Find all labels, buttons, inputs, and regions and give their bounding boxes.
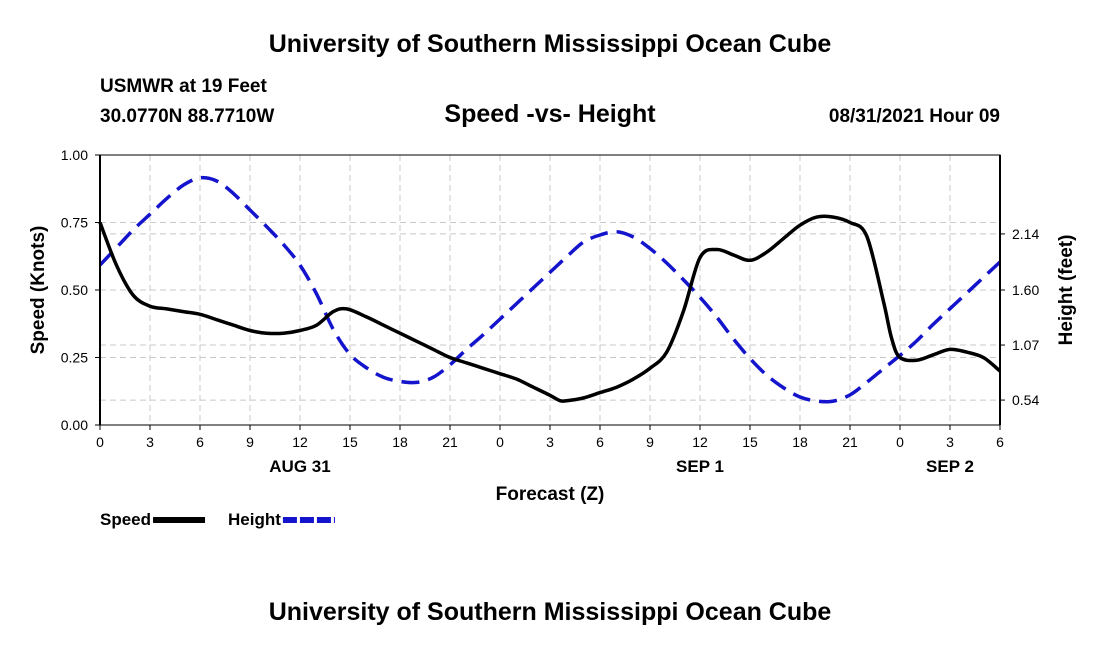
x-axis-title: Forecast (Z)	[496, 484, 605, 505]
legend-label-height: Height	[228, 510, 281, 529]
height-series-line	[98, 175, 1002, 404]
x-tick-label: 0	[96, 434, 104, 450]
page-title: University of Southern Mississippi Ocean…	[268, 30, 832, 58]
x-tick-label: 3	[946, 434, 954, 450]
x-tick-label: 9	[646, 434, 654, 450]
x-tick-label: 0	[896, 434, 904, 450]
chart-datetime: 08/31/2021 Hour 09	[828, 106, 1000, 127]
x-tick-label: 6	[596, 434, 604, 450]
chart-ticks: 0 3 6 9 12 15 18 21 0 3 6 9 12 15 18 21 0 3 6 AUG 31 SEP 1 SE…	[61, 147, 1040, 476]
y-tick-label: 1.00	[61, 147, 88, 163]
footer-title: University of Southern Mississippi Ocean…	[268, 598, 832, 626]
y2-tick-label: 0.54	[1012, 392, 1039, 408]
x-tick-label: 12	[292, 434, 308, 450]
chart-grid	[100, 155, 1000, 425]
x-tick-label: 6	[996, 434, 1004, 450]
x-tick-label: 9	[246, 434, 254, 450]
x-date-label: AUG 31	[269, 457, 330, 476]
chart-series	[98, 175, 1002, 404]
y2-axis-title: Height (feet)	[1056, 235, 1077, 346]
x-tick-label: 18	[392, 434, 408, 450]
y-tick-label: 0.75	[61, 215, 88, 231]
speed-series-line	[98, 214, 1002, 403]
x-date-label: SEP 2	[926, 457, 974, 476]
y2-tick-label: 1.07	[1012, 337, 1039, 353]
x-tick-label: 21	[442, 434, 458, 450]
y2-tick-label: 2.14	[1012, 226, 1039, 242]
y-tick-label: 0.25	[61, 350, 88, 366]
x-tick-label: 18	[792, 434, 808, 450]
chart-subtitle: Speed -vs- Height	[444, 100, 656, 128]
x-tick-label: 0	[496, 434, 504, 450]
x-tick-label: 6	[196, 434, 204, 450]
x-tick-label: 15	[742, 434, 758, 450]
station-name: USMWR at 19 Feet	[100, 76, 267, 97]
chart-legend: Speed Height	[100, 510, 335, 529]
y-tick-label: 0.50	[61, 282, 88, 298]
station-coordinates: 30.0770N 88.7710W	[100, 106, 275, 127]
x-tick-label: 3	[546, 434, 554, 450]
x-tick-label: 12	[692, 434, 708, 450]
x-tick-label: 15	[342, 434, 358, 450]
x-tick-label: 21	[842, 434, 858, 450]
x-date-label: SEP 1	[676, 457, 724, 476]
y-tick-label: 0.00	[61, 417, 88, 433]
y-axis-title: Speed (Knots)	[28, 226, 49, 355]
legend-label-speed: Speed	[100, 510, 151, 529]
x-tick-label: 3	[146, 434, 154, 450]
y2-tick-label: 1.60	[1012, 282, 1039, 298]
